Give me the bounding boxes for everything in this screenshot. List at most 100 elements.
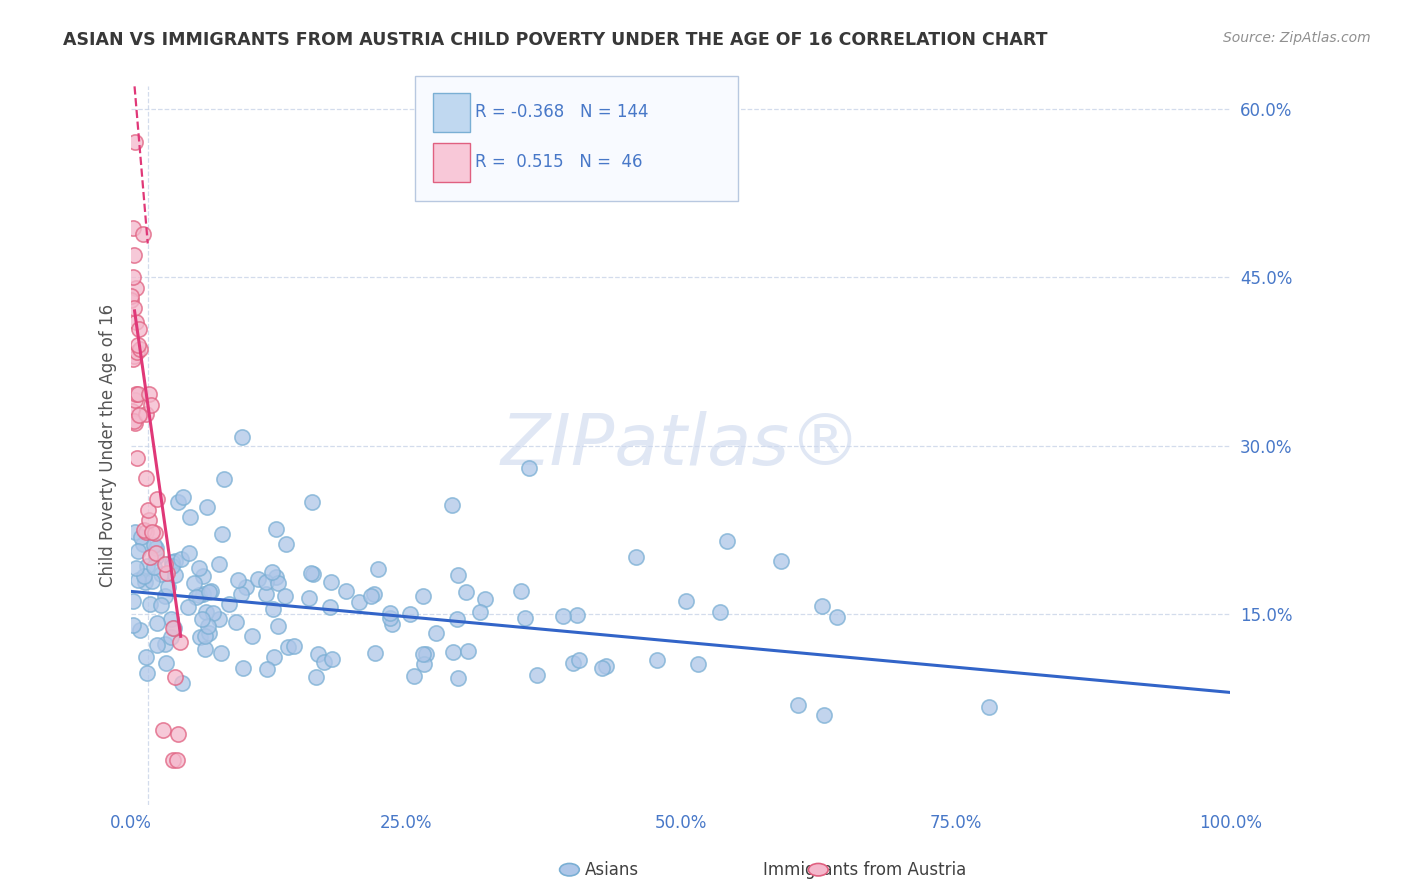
- Point: [308, 647, 330, 661]
- Point: [240, 629, 263, 643]
- Point: [447, 671, 470, 685]
- Text: R = -0.368   N = 144: R = -0.368 N = 144: [475, 103, 648, 121]
- Point: [195, 500, 218, 514]
- Point: [146, 615, 169, 630]
- Point: [120, 289, 142, 303]
- Point: [136, 503, 159, 517]
- Point: [160, 612, 183, 626]
- Point: [124, 524, 146, 539]
- Point: [565, 607, 588, 622]
- Point: [129, 342, 152, 356]
- Point: [165, 567, 187, 582]
- Point: [136, 665, 159, 680]
- Point: [211, 526, 233, 541]
- Point: [321, 651, 343, 665]
- Point: [298, 591, 321, 605]
- Point: [256, 662, 278, 676]
- Point: [127, 573, 149, 587]
- Point: [186, 590, 208, 604]
- Point: [273, 589, 295, 603]
- Point: [143, 525, 166, 540]
- Point: [157, 580, 180, 594]
- Point: [132, 523, 155, 537]
- Point: [977, 699, 1000, 714]
- Text: Source: ZipAtlas.com: Source: ZipAtlas.com: [1223, 31, 1371, 45]
- Point: [138, 597, 160, 611]
- Text: R =  0.515   N =  46: R = 0.515 N = 46: [475, 153, 643, 171]
- Point: [457, 643, 479, 657]
- Point: [122, 414, 145, 428]
- Point: [305, 670, 328, 684]
- Point: [446, 612, 468, 626]
- Point: [526, 667, 548, 681]
- Point: [124, 393, 146, 408]
- Point: [360, 589, 382, 603]
- Point: [122, 594, 145, 608]
- Point: [139, 550, 162, 565]
- Point: [232, 661, 254, 675]
- Point: [165, 554, 187, 568]
- Point: [129, 624, 152, 638]
- Point: [568, 653, 591, 667]
- Point: [152, 723, 174, 737]
- Point: [363, 586, 385, 600]
- Point: [194, 605, 217, 619]
- Point: [167, 727, 190, 741]
- Point: [150, 599, 173, 613]
- Point: [141, 398, 163, 412]
- Point: [321, 575, 343, 590]
- Point: [132, 537, 155, 551]
- Text: Immigrants from Austria: Immigrants from Austria: [763, 861, 966, 879]
- Text: ZIPatlas®: ZIPatlas®: [501, 411, 862, 480]
- Point: [591, 661, 613, 675]
- Point: [135, 650, 157, 665]
- Point: [122, 248, 145, 262]
- Point: [156, 566, 179, 580]
- Point: [264, 523, 287, 537]
- Point: [813, 707, 835, 722]
- Point: [125, 315, 148, 329]
- Point: [441, 644, 464, 658]
- Point: [141, 525, 163, 540]
- Point: [513, 611, 536, 625]
- Point: [624, 549, 647, 564]
- Point: [825, 610, 848, 624]
- Point: [145, 638, 167, 652]
- Point: [122, 220, 145, 235]
- Point: [364, 646, 387, 660]
- Point: [198, 585, 221, 599]
- Point: [177, 546, 200, 560]
- Point: [124, 136, 146, 150]
- Point: [153, 557, 176, 571]
- Point: [198, 626, 221, 640]
- Point: [191, 611, 214, 625]
- Point: [135, 524, 157, 539]
- Point: [231, 430, 253, 444]
- Point: [686, 657, 709, 671]
- Point: [127, 544, 149, 558]
- Point: [132, 227, 155, 242]
- Point: [179, 510, 201, 524]
- Point: [121, 404, 143, 418]
- Point: [769, 553, 792, 567]
- Point: [125, 344, 148, 359]
- Point: [510, 583, 533, 598]
- Point: [138, 512, 160, 526]
- Point: [266, 575, 288, 590]
- Point: [404, 669, 426, 683]
- Point: [274, 536, 297, 550]
- Point: [561, 656, 583, 670]
- Point: [122, 301, 145, 315]
- Point: [319, 599, 342, 614]
- Point: [122, 351, 145, 366]
- Point: [145, 550, 167, 565]
- Point: [169, 634, 191, 648]
- Point: [153, 589, 176, 603]
- Point: [218, 597, 240, 611]
- Point: [194, 642, 217, 657]
- Point: [256, 587, 278, 601]
- Point: [413, 657, 436, 671]
- Point: [283, 640, 305, 654]
- Point: [412, 648, 434, 662]
- Point: [302, 567, 325, 582]
